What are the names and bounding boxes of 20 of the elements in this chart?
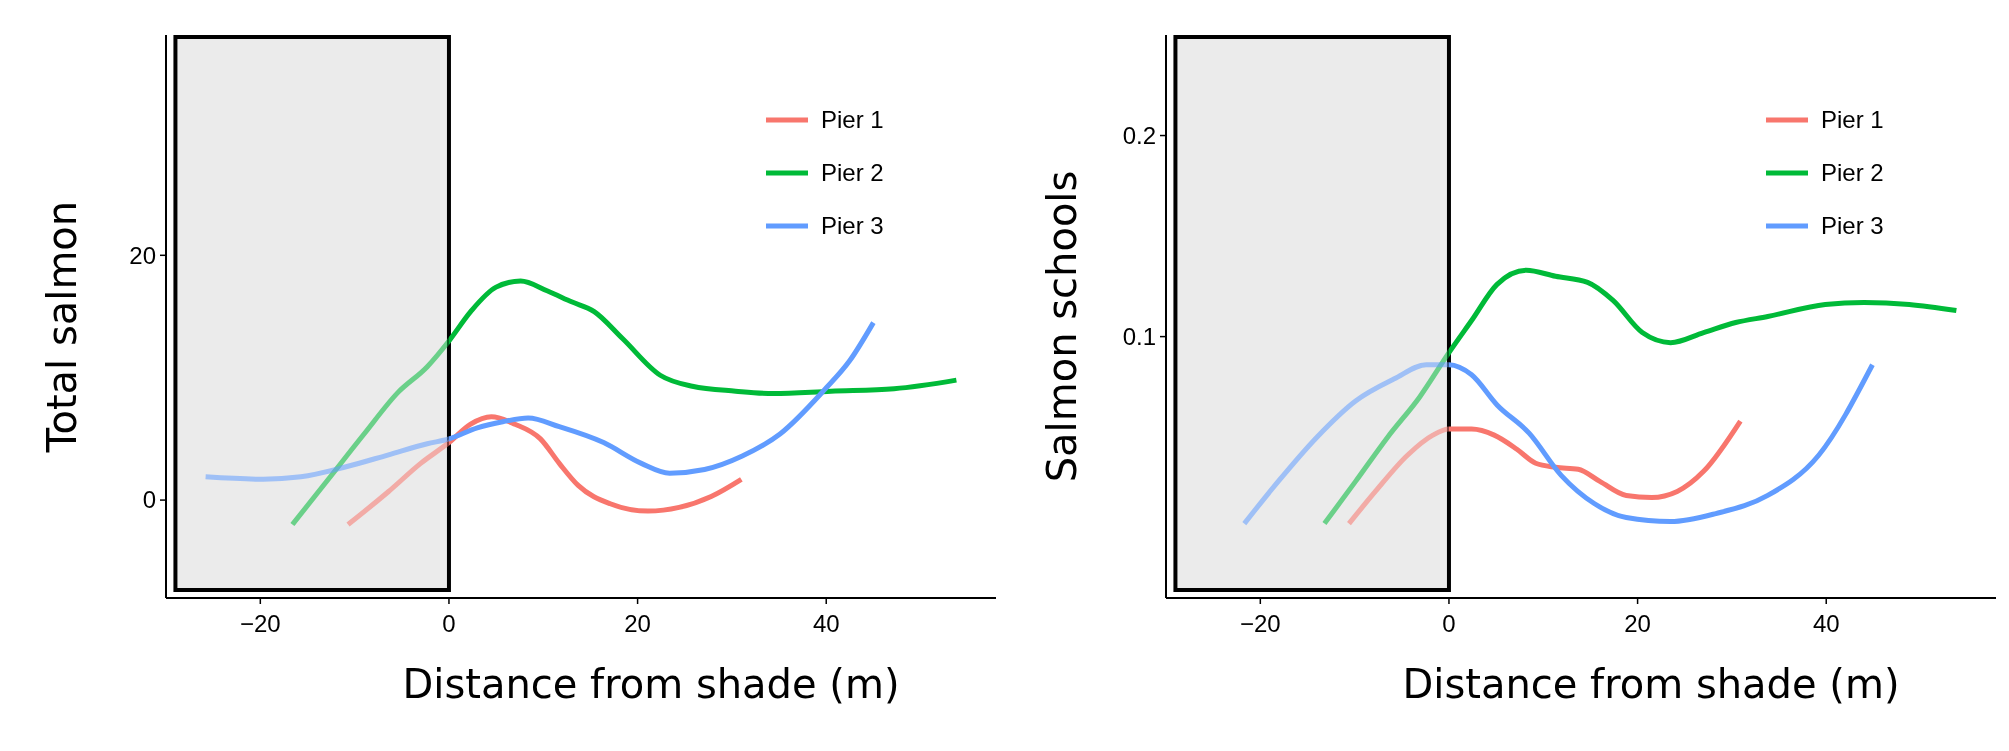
x-axis-title: Distance from shade (m) [402,661,900,707]
legend-label: Pier 2 [821,159,884,187]
legend-label: Pier 1 [1821,106,1884,134]
x-tick-label: 20 [624,610,651,637]
y-axis-title: Salmon schools [1039,170,1085,483]
x-axis-title: Distance from shade (m) [1402,661,1900,707]
y-tick-label: 0.1 [1122,323,1156,351]
x-tick-label: 20 [1624,610,1651,637]
x-tick-label: 40 [1812,610,1840,637]
x-tick-label: 0 [442,610,456,637]
legend-label: Pier 3 [821,212,884,240]
legend-label: Pier 2 [1821,159,1884,187]
legend-label: Pier 1 [821,106,884,134]
y-tick-label: 0.2 [1122,121,1156,149]
x-tick-label: −20 [239,610,281,637]
x-tick-label: −20 [1239,610,1281,637]
x-tick-label: 0 [1442,610,1456,637]
y-axis-title: Total salmon [39,200,85,454]
x-tick-label: 40 [812,610,840,637]
legend-label: Pier 3 [1821,212,1884,240]
